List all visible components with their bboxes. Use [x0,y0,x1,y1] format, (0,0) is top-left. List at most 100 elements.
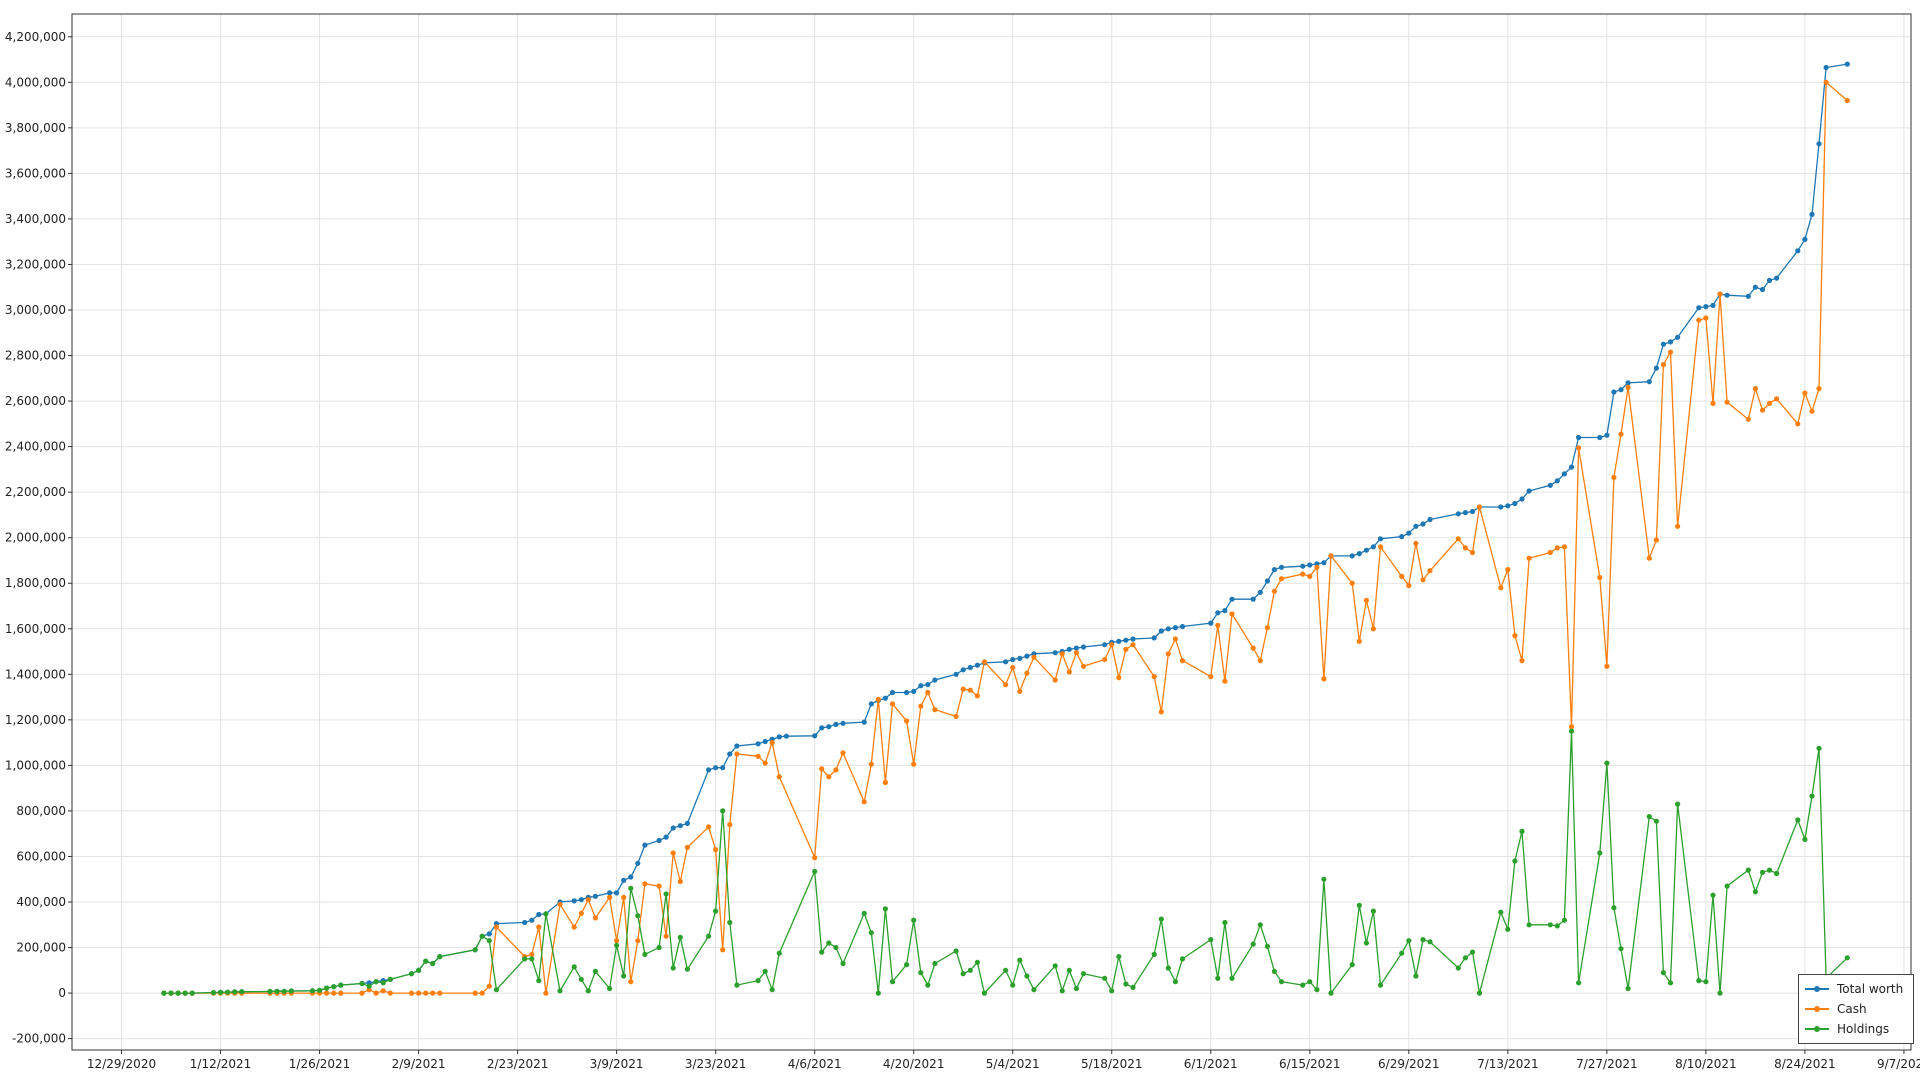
data-point [826,940,832,946]
data-point [1618,946,1624,952]
data-point [967,687,973,693]
legend-swatch [1805,984,1829,994]
data-point [359,980,365,987]
data-point [720,947,726,953]
data-point [670,965,676,971]
data-point [684,844,691,851]
data-point [1059,651,1065,657]
data-point [1116,675,1122,681]
data-point [1752,386,1758,392]
data-point [578,910,584,917]
data-point [1646,814,1652,820]
data-point [607,890,613,896]
data-point [1597,850,1603,856]
data-point [1413,973,1419,979]
legend-item-total-worth: Total worth [1805,979,1907,999]
data-point [904,689,910,696]
data-point [614,938,620,944]
data-point [812,733,818,739]
y-tick-label: 200,000 [16,941,66,955]
data-point [1774,275,1780,281]
data-point [1809,211,1815,217]
y-tick-label: 2,400,000 [5,440,66,454]
data-point [918,970,924,976]
data-point [1611,474,1617,480]
data-point [1066,967,1072,973]
data-point [1795,421,1801,427]
x-tick-label: 3/9/2021 [590,1057,644,1071]
data-point [1321,560,1327,566]
data-point [1660,970,1666,976]
data-point [1597,434,1603,441]
y-tick-label: 4,000,000 [5,75,66,89]
data-point [1774,870,1780,877]
legend-item-holdings: Holdings [1805,1019,1907,1039]
data-point [868,930,874,936]
data-point [1179,623,1186,630]
data-point [1250,941,1256,947]
data-point [1073,650,1079,656]
data-point [472,990,478,996]
data-point [1802,236,1808,242]
data-point [1102,975,1108,981]
series-holdings [161,728,1850,996]
data-point [819,949,825,955]
data-point [359,990,365,996]
data-point [1568,464,1575,470]
data-point [727,919,733,926]
data-point [734,751,740,757]
data-point [882,906,889,912]
data-point [812,855,818,861]
data-point [1059,988,1065,994]
x-tick-label: 9/7/2021 [1877,1057,1920,1071]
data-point [981,659,988,665]
data-point [1010,656,1016,663]
data-point [635,938,641,944]
data-point [1109,988,1115,994]
series [161,61,1850,996]
data-point [755,741,761,747]
x-tick-label: 7/27/2021 [1576,1057,1638,1071]
data-point [1031,654,1037,660]
data-point [408,971,415,977]
data-point [1420,937,1426,943]
data-point [769,987,775,993]
data-point [677,823,683,829]
data-point [1257,658,1263,664]
data-point [628,874,634,880]
data-point [1568,728,1575,734]
data-point [769,740,775,746]
legend-label: Cash [1837,1002,1867,1016]
data-point [1710,892,1716,898]
data-point [1356,902,1362,909]
data-point [783,733,790,739]
data-point [1151,635,1157,641]
data-point [826,724,832,730]
data-point [430,990,436,996]
data-point [1017,688,1023,695]
data-point [1844,61,1850,67]
grid [72,14,1911,1050]
data-point [1547,922,1553,928]
data-point [1080,644,1087,650]
data-point [486,931,492,937]
data-point [1724,399,1730,405]
data-point [684,820,691,827]
data-point [1717,990,1723,996]
data-point [1052,677,1058,683]
data-point [819,766,825,772]
data-point [1554,923,1560,929]
data-point [1795,248,1801,254]
x-tick-label: 5/4/2021 [986,1057,1040,1071]
data-point [614,942,620,948]
data-point [684,966,691,972]
data-point [338,990,344,996]
data-point [918,703,924,709]
data-point [1300,563,1306,569]
data-point [1377,536,1384,542]
data-point [175,990,181,996]
x-tick-label: 2/23/2021 [487,1057,549,1071]
data-point [1172,636,1178,642]
y-tick-label: 4,200,000 [5,30,66,44]
